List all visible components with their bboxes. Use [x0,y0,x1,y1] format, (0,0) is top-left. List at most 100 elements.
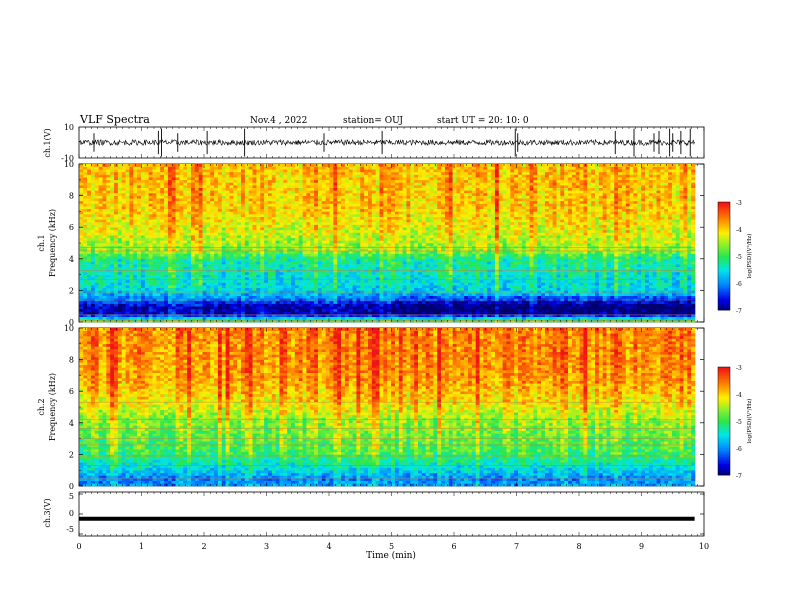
spectrogram-cell [233,277,238,281]
spectrogram-cell [110,316,115,320]
spectrogram-cell [571,293,577,296]
spectrogram-cell [237,264,242,267]
spectrogram-cell [518,266,523,270]
spectrogram-cell [641,314,646,318]
spectrogram-cell [106,248,111,252]
spectrogram-cell [279,248,284,252]
spectrogram-cell [487,250,492,254]
spectrogram-cell [475,311,480,315]
spectrogram-cell [314,274,319,278]
spectrogram-cell [164,243,169,246]
spectrogram-cell [302,279,307,283]
spectrogram-cell [510,261,515,265]
spectrogram-cell [167,248,173,252]
spectrogram-cell [448,250,453,254]
spectrogram-cell [183,285,188,289]
spectrogram-cell [417,266,423,270]
spectrogram-cell [629,314,634,318]
spectrogram-cell [394,300,400,304]
spectrogram-cell [421,287,426,291]
spectrogram-cell [287,285,292,289]
spectrogram-cell [683,293,688,296]
spectrogram-cell [360,303,365,307]
spectrogram-cell [237,279,242,283]
spectrogram-cell [614,264,619,267]
spectrogram-cell [252,253,257,257]
spectrogram-cell [625,316,630,320]
spectrogram-cell [202,261,207,265]
ch1-spectrogram-image [79,164,696,323]
spectrogram-cell [568,256,573,260]
spectrogram-cell [90,243,96,246]
spectrogram-cell [398,311,403,315]
spectrogram-cell [356,261,361,265]
spectrogram-cell [421,314,426,318]
spectrogram-cell [333,300,338,304]
spectrogram-cell [683,253,688,257]
spectrogram-cell [360,285,365,289]
spectrogram-cell [129,277,134,281]
spectrogram-cell [387,266,392,270]
spectrogram-cell [429,300,434,304]
spectrogram-cell [479,271,484,275]
spectrogram-cell [410,271,415,275]
spectrogram-cell [298,266,303,270]
spectrogram-cell [129,306,134,310]
spectrogram-cell [198,279,203,283]
spectrogram-cell [471,271,477,275]
spectrogram-cell [529,258,534,262]
spectrogram-cell [214,295,219,299]
spectrogram-cell [283,316,288,320]
spectrogram-cell [560,261,565,265]
spectrogram-cell [645,261,650,265]
spectrogram-cell [394,250,400,254]
spectrogram-cell [279,308,284,312]
spectrogram-cell [575,314,580,318]
spectrogram-cell [306,285,311,289]
spectrogram-cell [679,274,684,278]
spectrogram-cell [317,264,323,267]
spectrogram-cell [541,253,546,257]
spectrogram-cell [214,258,219,262]
spectrogram-cell [494,314,500,318]
spectrogram-cell [187,261,192,265]
spectrogram-cell [140,248,146,252]
spectrogram-cell [356,316,361,320]
spectrogram-cell [375,256,380,260]
spectrogram-cell [602,266,607,270]
spectrogram-cell [664,264,669,267]
spectrogram-cell [587,282,592,286]
spectrogram-cell [344,243,350,246]
spectrogram-cell [402,266,407,270]
spectrogram-cell [598,266,603,270]
spectrogram-cell [464,293,469,296]
spectrogram-cell [471,253,477,257]
spectrogram-cell [241,319,246,323]
spectrogram-cell [668,264,673,267]
spectrogram-cell [344,248,350,252]
spectrogram-cell [314,248,319,252]
spectrogram-cell [537,243,542,246]
spectrogram-cell [417,277,423,281]
spectrogram-cell [337,306,342,310]
spectrogram-cell [167,316,173,320]
spectrogram-cell [298,285,303,289]
spectrogram-cell [221,314,226,318]
spectrogram-cell [521,250,527,254]
spectrogram-cell [417,282,423,286]
spectrogram-cell [271,277,276,281]
spectrogram-cell [117,303,123,307]
spectrogram-cell [591,316,596,320]
spectrogram-cell [675,282,680,286]
spectrogram-cell [587,303,592,307]
spectrogram-cell [579,308,584,312]
spectrogram-cell [437,277,442,281]
spectrogram-cell [679,293,684,296]
spectrogram-cell [675,279,680,283]
spectrogram-cell [175,248,180,252]
spectrogram-cell [364,311,369,315]
spectrogram-cell [552,258,557,262]
spectrogram-cell [544,266,550,270]
spectrogram-cell [137,250,142,254]
spectrogram-cell [479,303,484,307]
